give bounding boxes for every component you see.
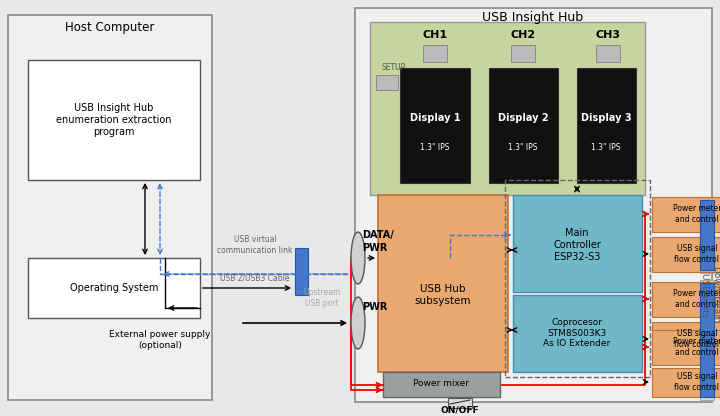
Bar <box>700 280 714 358</box>
Ellipse shape <box>351 232 365 284</box>
Text: USB signal
flow control: USB signal flow control <box>675 244 719 264</box>
Text: ON/OFF: ON/OFF <box>441 406 480 414</box>
Text: USB signal
flow control: USB signal flow control <box>675 372 719 392</box>
Bar <box>370 22 645 195</box>
Text: 1.3" IPS: 1.3" IPS <box>420 144 450 153</box>
Text: USB 2/USB3 Cable: USB 2/USB3 Cable <box>220 273 289 282</box>
Bar <box>505 180 650 377</box>
Bar <box>652 197 720 232</box>
Text: CH1: CH1 <box>423 30 448 40</box>
Bar <box>383 372 500 397</box>
Text: USB Insight Hub
enumeration extraction
program: USB Insight Hub enumeration extraction p… <box>56 104 172 136</box>
Text: 1.3" IPS: 1.3" IPS <box>591 144 621 153</box>
Text: CH2: CH2 <box>510 30 536 40</box>
Text: Power meter
and control: Power meter and control <box>672 204 720 224</box>
Text: USB signal
flow control: USB signal flow control <box>675 329 719 349</box>
Bar <box>652 282 720 317</box>
Bar <box>700 197 714 273</box>
Text: External power supply
(optional): External power supply (optional) <box>109 330 211 350</box>
Text: Coprocesor
STM8S003K3
As IO Extender: Coprocesor STM8S003K3 As IO Extender <box>544 318 611 348</box>
Text: Display 3: Display 3 <box>581 113 631 123</box>
Text: Power mixer: Power mixer <box>413 379 469 389</box>
Bar <box>700 335 714 397</box>
Text: USB Insight Hub: USB Insight Hub <box>482 12 584 25</box>
Bar <box>376 75 398 90</box>
Bar <box>513 295 642 372</box>
Bar <box>700 332 714 400</box>
Text: CH3: CH3 <box>595 30 621 40</box>
Bar <box>28 258 200 318</box>
Ellipse shape <box>351 297 365 349</box>
Text: 1.3" IPS: 1.3" IPS <box>508 144 538 153</box>
Text: DATA/: DATA/ <box>362 230 394 240</box>
Text: Main
Controller
ESP32-S3: Main Controller ESP32-S3 <box>553 228 601 262</box>
Bar <box>511 45 535 62</box>
Bar <box>8 15 212 400</box>
Text: Power meter
and control: Power meter and control <box>672 337 720 357</box>
Bar <box>355 8 712 402</box>
Text: Upstream
USB port: Upstream USB port <box>303 288 341 308</box>
Text: Display 1: Display 1 <box>410 113 460 123</box>
Text: Power meter
and control: Power meter and control <box>672 289 720 309</box>
Text: SETUP: SETUP <box>382 64 406 72</box>
Bar <box>448 398 472 408</box>
Text: Operating System: Operating System <box>70 283 158 293</box>
Bar <box>700 200 714 270</box>
Bar <box>652 368 720 397</box>
Text: Display 2: Display 2 <box>498 113 549 123</box>
Bar <box>423 45 447 62</box>
Bar <box>652 322 720 357</box>
Text: Downstream
USB ports: Downstream USB ports <box>701 266 720 324</box>
Bar <box>513 195 642 292</box>
Text: USB virtual
communication link: USB virtual communication link <box>217 235 293 255</box>
Text: PWR: PWR <box>362 243 387 253</box>
Bar <box>489 68 558 183</box>
Bar <box>577 68 636 183</box>
Text: PWR: PWR <box>362 302 387 312</box>
Bar <box>700 283 714 355</box>
Bar <box>28 60 200 180</box>
Bar <box>596 45 620 62</box>
Text: USB Hub
subsystem: USB Hub subsystem <box>415 284 472 306</box>
Text: Host Computer: Host Computer <box>66 22 155 35</box>
Bar <box>295 248 308 295</box>
Bar <box>652 237 720 272</box>
Bar <box>400 68 470 183</box>
Bar <box>652 330 720 365</box>
Bar <box>378 195 508 372</box>
